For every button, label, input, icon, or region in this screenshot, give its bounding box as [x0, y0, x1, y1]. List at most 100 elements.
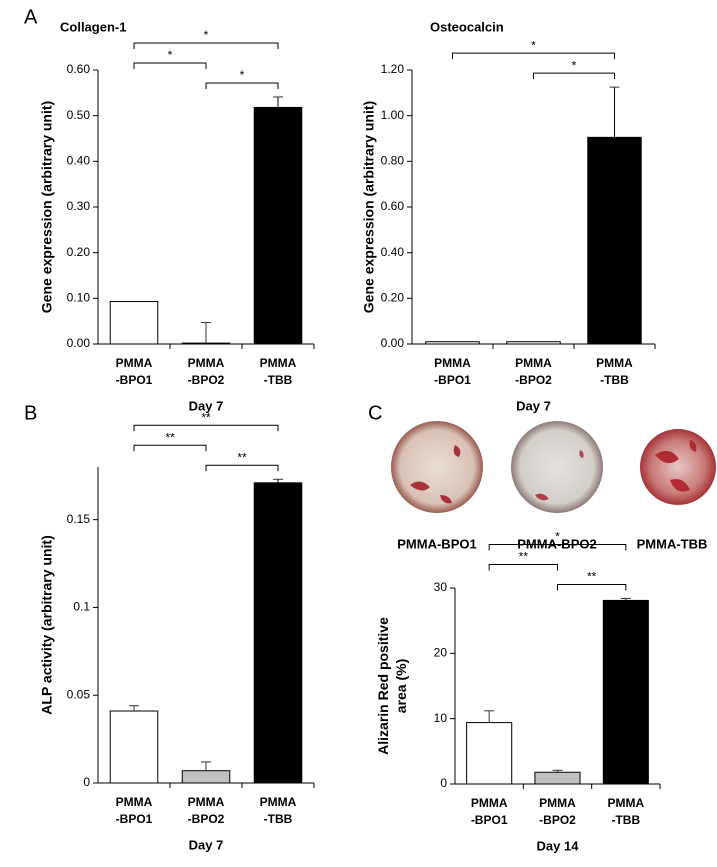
bar [587, 136, 642, 345]
y-tick-label: 0.30 [67, 199, 91, 213]
dish-image [640, 429, 716, 505]
y-tick-label: 0.10 [67, 291, 91, 305]
panel-label: A [24, 6, 38, 28]
significance-bracket [133, 424, 279, 432]
x-tick-label: PMMA [607, 796, 644, 810]
y-tick-label: 0.50 [67, 108, 91, 122]
bar [253, 106, 303, 345]
significance-label: ** [165, 430, 175, 444]
x-tick-label: -BPO2 [188, 373, 225, 387]
y-label-line: area (%) [393, 659, 409, 713]
dish-image [511, 421, 603, 513]
y-tick-label: 10 [434, 711, 448, 725]
significance-bracket [205, 464, 279, 472]
significance-bracket [133, 62, 207, 69]
x-tick-label: -BPO1 [116, 373, 153, 387]
y-tick-label: 0 [83, 775, 90, 789]
x-tick-label: -TBB [264, 373, 293, 387]
image-label: PMMA-TBB [637, 536, 708, 551]
x-axis-label: Day 7 [189, 398, 224, 413]
y-axis-label: Gene expression (arbitrary unit) [361, 101, 377, 313]
significance-label: * [555, 530, 560, 544]
y-tick-label: 0.15 [67, 512, 91, 526]
x-tick-label: -TBB [264, 812, 293, 826]
y-tick-label: 0.20 [67, 245, 91, 259]
y-tick-label: 30 [434, 580, 448, 594]
image-label: PMMA-BPO2 [517, 536, 596, 551]
chart-title: Collagen-1 [60, 19, 126, 34]
significance-label: ** [519, 550, 529, 564]
bar [181, 770, 231, 784]
panel-label: C [368, 402, 382, 424]
significance-label: * [240, 68, 245, 82]
significance-label: ** [237, 450, 247, 464]
y-axis-label: Alizarin Red positive area (%) [375, 617, 409, 755]
x-tick-label: PMMA [116, 795, 153, 809]
y-tick-label: 0.00 [67, 336, 91, 350]
bar [109, 710, 159, 784]
y-tick-label: 0.40 [381, 245, 405, 259]
bar [253, 482, 303, 784]
significance-label: ** [587, 570, 597, 584]
x-axis-label: Day 14 [537, 838, 580, 853]
significance-label: ** [201, 410, 211, 424]
y-tick-label: 0.00 [381, 336, 405, 350]
x-tick-label: -BPO1 [434, 373, 471, 387]
y-tick-label: 20 [434, 646, 448, 660]
x-tick-label: -BPO2 [188, 812, 225, 826]
significance-bracket [133, 42, 279, 49]
x-axis-label: Day 7 [516, 398, 551, 413]
stain-images: PMMA-BPO1 PMMA-BPO2 PMMA-TBB [391, 421, 716, 551]
bar [181, 342, 231, 345]
significance-bracket [133, 444, 207, 452]
y-tick-label: 0.60 [381, 199, 405, 213]
x-tick-label: PMMA [260, 356, 297, 370]
y-tick-label: 0.1 [73, 600, 90, 614]
chart: 0 0.05 0.1 0.15 ALP activity (arbitrary unit… [39, 410, 315, 852]
bar [425, 341, 480, 345]
significance-bracket [557, 583, 627, 591]
bar [506, 341, 561, 345]
x-tick-label: -BPO1 [116, 812, 153, 826]
y-label-line: Alizarin Red positive [375, 617, 391, 755]
significance-label: * [572, 58, 577, 72]
y-tick-label: 0.60 [67, 62, 91, 76]
y-tick-label: 0.05 [67, 687, 91, 701]
y-tick-label: 1.20 [381, 62, 405, 76]
x-tick-label: PMMA [434, 356, 471, 370]
x-tick-label: PMMA [539, 796, 576, 810]
chart: Osteocalcin 0.00 0.20 0.40 0.60 0.80 1.00 1.20 G… [361, 19, 656, 413]
x-tick-label: PMMA [515, 356, 552, 370]
y-tick-label: 0.20 [381, 291, 405, 305]
panel-label: B [24, 402, 37, 424]
bar [109, 301, 159, 345]
y-axis-label: Gene expression (arbitrary unit) [39, 101, 55, 313]
bar [466, 722, 513, 785]
x-tick-label: -BPO2 [515, 373, 552, 387]
y-tick-label: 0 [440, 776, 447, 790]
chart: 0 10 20 30 Alizarin Red positive area (%) PMMA… [375, 530, 661, 853]
image-label: PMMA-BPO1 [397, 536, 476, 551]
x-tick-label: PMMA [260, 795, 297, 809]
significance-bracket [488, 543, 627, 551]
bar [534, 771, 581, 785]
y-tick-label: 0.40 [67, 154, 91, 168]
significance-label: * [168, 48, 173, 62]
dish-image [391, 421, 483, 513]
significance-label: * [204, 28, 209, 42]
x-tick-label: -BPO2 [539, 813, 576, 827]
x-tick-label: PMMA [116, 356, 153, 370]
significance-label: * [531, 38, 536, 52]
x-tick-label: PMMA [471, 796, 508, 810]
x-tick-label: -BPO1 [471, 813, 508, 827]
y-axis-label: ALP activity (arbitrary unit) [39, 535, 55, 714]
x-tick-label: PMMA [596, 356, 633, 370]
chart-title: Osteocalcin [430, 19, 504, 34]
significance-bracket [205, 82, 279, 89]
significance-bracket [533, 72, 615, 80]
chart: Collagen-1 0.00 0.10 0.20 0.30 0.40 0.50 0.60 Ge… [39, 19, 315, 413]
y-tick-label: 0.80 [381, 154, 405, 168]
x-tick-label: PMMA [188, 356, 225, 370]
x-axis-label: Day 7 [189, 837, 224, 852]
